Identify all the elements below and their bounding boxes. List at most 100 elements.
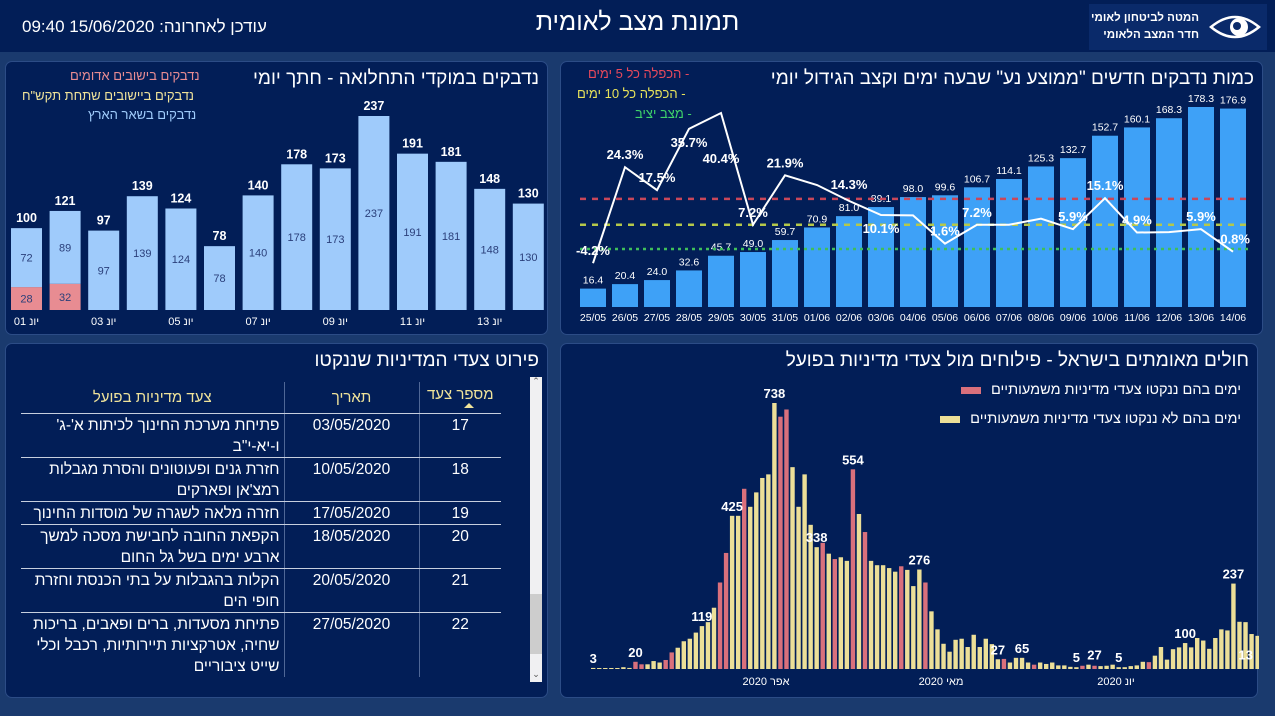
bar-no-policy-day [1207, 648, 1212, 669]
bar-moving-avg [836, 216, 862, 307]
growth-rate-label: 10.1% [863, 221, 900, 236]
bar-value-label: 20.4 [615, 270, 636, 282]
bar-no-policy-day [693, 632, 699, 669]
bar-no-policy-day [935, 629, 940, 669]
table-row[interactable]: 20 18/05/2020 הקפאת החובה לחבישת מסכה למשך… [21, 524, 501, 569]
bar-policy-day [899, 566, 904, 669]
bar-value-label: 45.7 [711, 242, 732, 254]
bar-red-label: 28 [20, 294, 32, 306]
bar-value-label: 16.4 [583, 275, 604, 287]
bar-value-label: 59.7 [775, 226, 796, 238]
bar-moving-avg [804, 227, 830, 307]
bar-no-policy-day [675, 647, 680, 669]
step-cell: פתיחת מסעדות, ברים ופאבים, בריכות שחיה, … [33, 615, 280, 675]
table-row[interactable]: 22 27/05/2020 פתיחת מסעדות, ברים ופאבים, ב… [21, 612, 501, 677]
bar-no-policy-day [651, 661, 656, 669]
bar-rest-label: 130 [519, 252, 537, 264]
bar-rest-label: 140 [249, 248, 267, 260]
bar-no-policy-day [615, 668, 620, 669]
x-tick-label: 06/06 [964, 312, 990, 324]
bar-policy-day [850, 469, 856, 669]
bar-no-policy-day [1182, 643, 1188, 669]
bar-no-policy-day [971, 634, 976, 669]
table-scrollbar[interactable]: ⌃ ⌄ [530, 377, 542, 682]
legend-rest: נדבקים בשאר הארץ [88, 107, 197, 122]
bar-no-policy-day [983, 638, 988, 669]
col-date[interactable]: תאריך [283, 382, 419, 414]
scroll-down-icon[interactable]: ⌄ [532, 670, 540, 680]
bar-value-label: 178.3 [1188, 93, 1214, 105]
bar-no-policy-day [627, 667, 632, 669]
date-cell: 18/05/2020 [283, 524, 419, 569]
bar-no-policy-day [893, 571, 898, 669]
x-tick-label: 26/05 [612, 312, 638, 324]
outbreak-title: נדבקים במוקדי התחלואה - חתך יומי [252, 68, 539, 89]
growth-rate-label: 35.7% [671, 135, 708, 150]
legend-policy-days-label: ימים בהם ננקטו צעדי מדיניות משמעותיים [991, 382, 1241, 398]
bar-no-policy-day [917, 569, 922, 669]
bar-data-label: 100 [1174, 626, 1196, 641]
x-tick-label: 28/05 [676, 312, 702, 324]
table-row[interactable]: 19 17/05/2020 חזרה מלאה לשגרה של מוסדות הח… [21, 501, 501, 525]
table-row[interactable]: 17 03/05/2020 פתיחת מערכת החינוך לכיתות א'… [21, 413, 501, 458]
bar-data-label: 3 [590, 651, 597, 666]
bar-no-policy-day [838, 557, 844, 669]
bar-no-policy-day [645, 664, 650, 669]
growth-rate-label: 5.9% [1058, 209, 1088, 224]
bar-no-policy-day [941, 643, 946, 669]
bar-value-label: 106.7 [964, 173, 990, 185]
bar-no-policy-day [1225, 630, 1230, 669]
bar-total-label: 191 [402, 137, 423, 151]
bar-rest [281, 164, 313, 310]
legend-no-policy-days-label: ימים בהם לא ננקטו צעדי מדיניות משמעותיים [970, 411, 1241, 427]
bar-data-label: 237 [1223, 567, 1245, 582]
bar-total-label: 124 [170, 191, 191, 205]
growth-rate-label: 7.2% [738, 205, 768, 220]
table-row[interactable]: 21 20/05/2020 הקלות בהגבלות על בתי הכנסת ו… [21, 568, 501, 613]
scroll-up-icon[interactable]: ⌃ [532, 377, 540, 387]
bar-moving-avg [1188, 107, 1214, 307]
logo-line2: חדר המצב הלאומי [1103, 29, 1199, 41]
x-tick-label: יונ 03 [91, 316, 116, 328]
confirmed-title: חולים מאומתים בישראל - פילוחים מול צעדי … [785, 350, 1249, 371]
x-tick-label: יונ 2020 [1097, 676, 1135, 688]
sort-asc-icon [463, 403, 474, 409]
col-step-number[interactable]: מספר צעד [418, 382, 501, 414]
bar-no-policy-day [1231, 583, 1236, 669]
bar-data-label: 65 [1015, 641, 1029, 656]
bar-value-label: 98.0 [903, 183, 924, 195]
scroll-thumb[interactable] [530, 594, 542, 654]
bar-rest [397, 153, 428, 310]
bar-no-policy-day [597, 668, 602, 669]
bar-moving-avg [612, 284, 638, 307]
bar-no-policy-day [1243, 622, 1248, 669]
bar-policy-day [639, 664, 644, 669]
bar-no-policy-day [989, 644, 995, 669]
bar-no-policy-day [1044, 663, 1049, 669]
x-tick-label: 31/05 [772, 312, 798, 324]
legend-tikshach: נדבקים ביישובים שתחת תקש"ח [22, 88, 194, 103]
bar-total-label: 130 [518, 187, 539, 201]
bar-no-policy-day [1152, 655, 1158, 669]
bar-moving-avg [900, 197, 926, 307]
bar-no-policy-day [1219, 629, 1224, 669]
bar-no-policy-day [874, 565, 880, 669]
bar-policy-day [633, 661, 638, 669]
col-step[interactable]: צעד מדיניות בפועל [21, 382, 284, 414]
legend-no-policy-days: ימים בהם לא ננקטו צעדי מדיניות משמעותיים [940, 411, 1241, 427]
bar-value-label: 81.0 [839, 202, 860, 214]
confirmed-chart: 3 20 119 425 738 338 554 276 27 65 5 27 5 100 237 13 אפר… [590, 386, 1259, 688]
bar-data-label: 27 [991, 642, 1005, 657]
bar-no-policy-day [1019, 657, 1025, 669]
bar-value-label: 32.6 [679, 256, 700, 268]
bar-policy-day [832, 559, 837, 669]
outbreak-panel: נדבקים במוקדי התחלואה - חתך יומי נדבקים … [5, 61, 548, 335]
legend-swatch-policy [960, 386, 981, 394]
bar-no-policy-day [687, 638, 693, 669]
bar-policy-day [723, 552, 729, 669]
bar-no-policy-day [1128, 666, 1133, 669]
bar-no-policy-day [657, 662, 662, 669]
table-row[interactable]: 18 10/05/2020 חזרת גנים ופעוטונים והסרת מג… [21, 457, 501, 502]
bar-no-policy-day [1188, 647, 1194, 669]
bar-rest-label: 178 [288, 232, 306, 244]
